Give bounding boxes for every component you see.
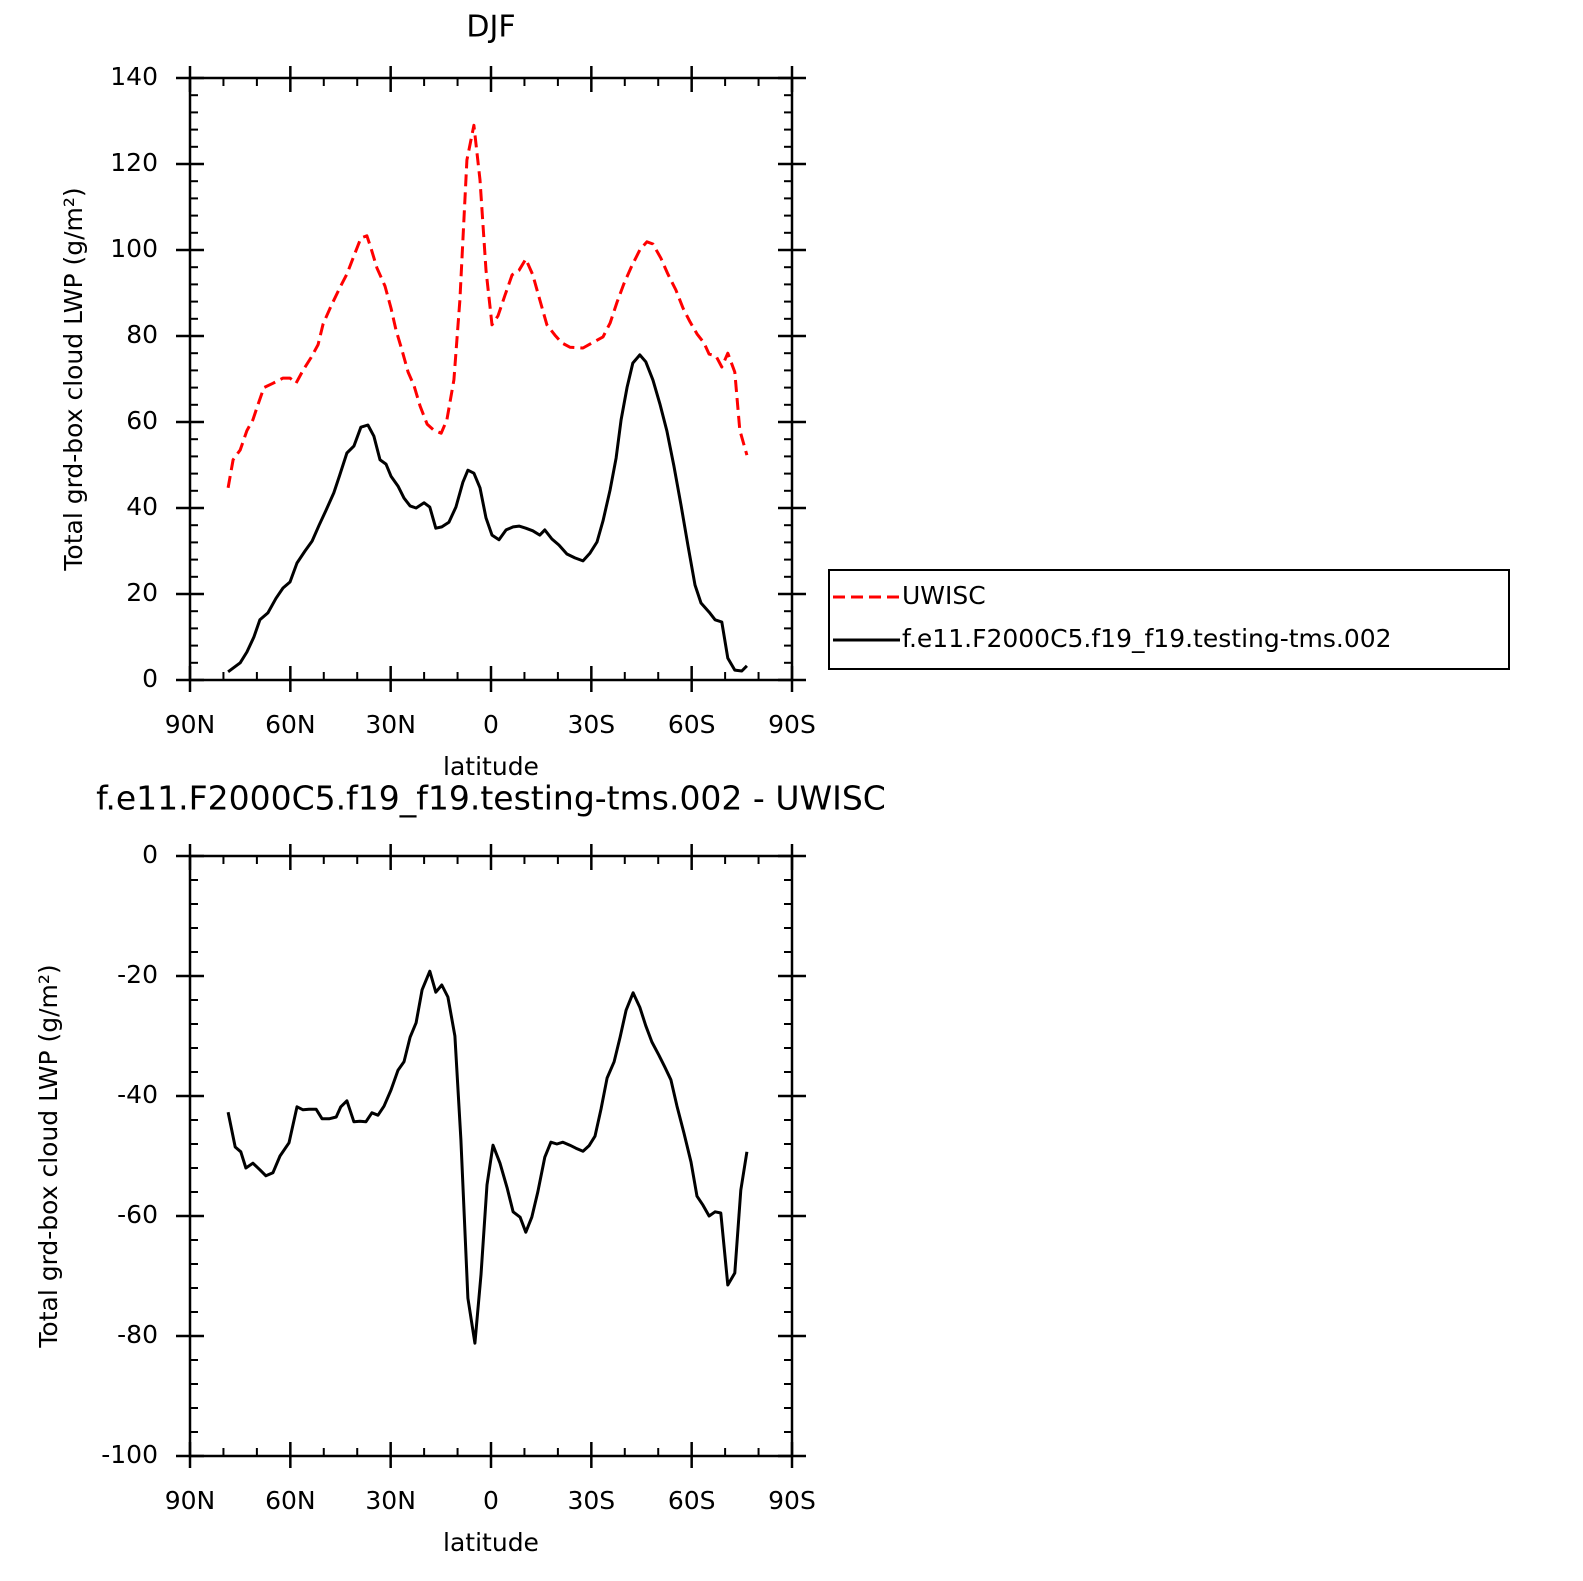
y-tick-label: -40	[117, 1080, 158, 1109]
x-axis-label: latitude	[443, 1528, 539, 1557]
chart-title: DJF	[466, 10, 515, 45]
x-tick-label: 0	[483, 710, 499, 739]
y-tick-label: 0	[142, 664, 158, 693]
y-tick-label: 60	[126, 406, 158, 435]
y-tick-label: 0	[142, 840, 158, 869]
x-tick-label: 90N	[165, 1486, 216, 1515]
legend-label: UWISC	[902, 581, 986, 610]
y-tick-label: 80	[126, 320, 158, 349]
x-tick-label: 90N	[165, 710, 216, 739]
x-tick-label: 30N	[365, 1486, 416, 1515]
x-tick-label: 60S	[668, 1486, 716, 1515]
y-axis-label: Total grd-box cloud LWP (g/m²)	[34, 964, 63, 1348]
x-tick-label: 30S	[567, 1486, 615, 1515]
y-axis-label: Total grd-box cloud LWP (g/m²)	[59, 187, 88, 571]
x-tick-label: 90S	[768, 1486, 816, 1515]
y-tick-label: -80	[117, 1320, 158, 1349]
y-tick-label: 120	[110, 148, 158, 177]
x-tick-label: 0	[483, 1486, 499, 1515]
x-tick-label: 60N	[265, 710, 316, 739]
y-tick-label: -60	[117, 1200, 158, 1229]
data-line	[226, 969, 749, 1345]
y-tick-label: -20	[117, 960, 158, 989]
legend-box	[828, 569, 1510, 670]
x-tick-label: 60N	[265, 1486, 316, 1515]
x-tick-label: 90S	[768, 710, 816, 739]
y-tick-label: 20	[126, 578, 158, 607]
legend-label: f.e11.F2000C5.f19_f19.testing-tms.002	[902, 624, 1392, 653]
x-axis-label: latitude	[443, 752, 539, 781]
x-tick-label: 60S	[668, 710, 716, 739]
y-tick-label: 140	[110, 62, 158, 91]
data-line	[226, 123, 749, 489]
data-line	[227, 353, 748, 674]
y-tick-label: 40	[126, 492, 158, 521]
y-tick-label: 100	[110, 234, 158, 263]
x-tick-label: 30N	[365, 710, 416, 739]
chart-title: f.e11.F2000C5.f19_f19.testing-tms.002 - …	[96, 779, 886, 818]
x-tick-label: 30S	[567, 710, 615, 739]
y-tick-label: -100	[101, 1440, 158, 1469]
